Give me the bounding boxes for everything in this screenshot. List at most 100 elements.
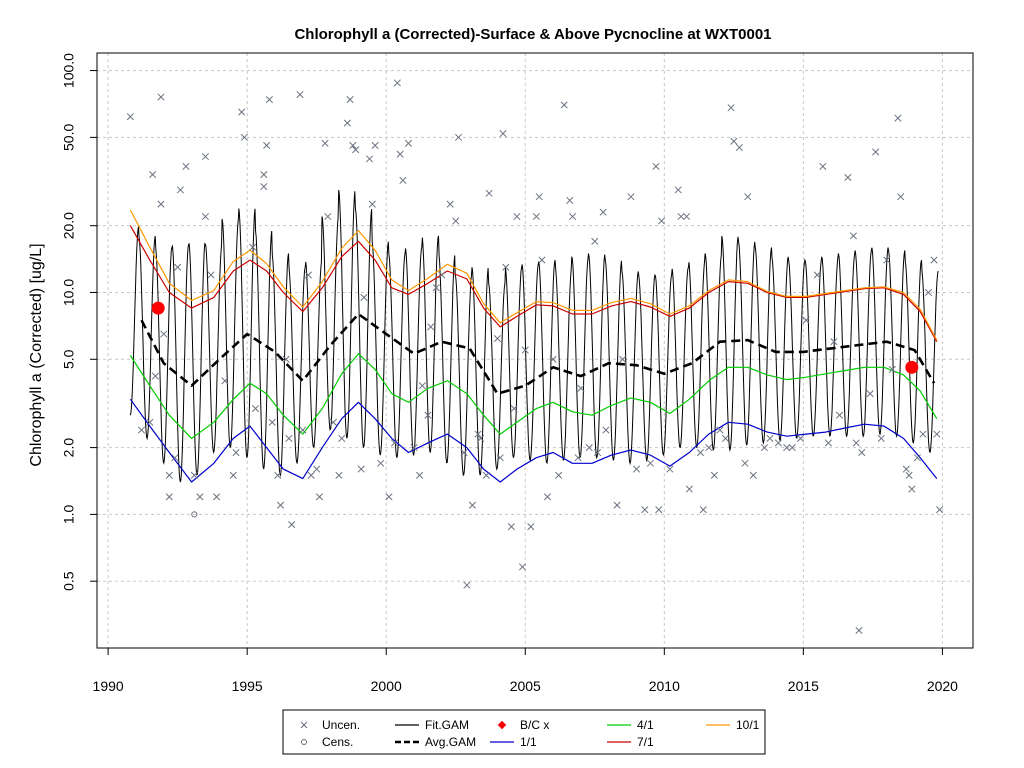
uncen-point-stroke bbox=[527, 523, 535, 531]
uncen-point bbox=[182, 162, 190, 170]
uncen-point bbox=[655, 506, 663, 514]
uncen-point-stroke bbox=[396, 150, 404, 158]
uncen-point-stroke bbox=[391, 439, 399, 447]
uncen-point bbox=[315, 493, 324, 501]
uncen-point bbox=[482, 471, 490, 479]
uncen-point bbox=[641, 506, 649, 514]
uncen-point-stroke bbox=[783, 444, 791, 452]
uncen-point-stroke bbox=[894, 114, 902, 122]
uncen-point-stroke bbox=[240, 133, 248, 141]
uncen-point-stroke bbox=[207, 271, 215, 279]
uncen-point-stroke bbox=[126, 113, 134, 121]
uncen-point bbox=[913, 454, 921, 462]
uncen-point bbox=[902, 465, 910, 473]
uncen-point bbox=[802, 316, 810, 324]
uncen-point bbox=[727, 104, 735, 112]
uncen-point-stroke bbox=[335, 471, 343, 479]
uncen-point-stroke bbox=[174, 263, 182, 271]
uncen-point bbox=[160, 330, 168, 338]
uncen-point bbox=[424, 411, 432, 419]
uncen-point bbox=[365, 155, 374, 163]
uncen-point-stroke bbox=[338, 434, 346, 442]
uncen-point-stroke bbox=[902, 465, 910, 473]
y-tick-label: 0.5 bbox=[61, 571, 77, 591]
uncen-point-stroke bbox=[716, 426, 724, 434]
uncen-point-stroke bbox=[730, 137, 738, 145]
uncen-point bbox=[493, 335, 502, 343]
uncen-point-stroke bbox=[744, 193, 752, 201]
uncen-point bbox=[338, 434, 346, 442]
uncen-point bbox=[285, 434, 293, 442]
uncen-point-stroke bbox=[454, 133, 463, 141]
uncen-point-stroke bbox=[315, 493, 324, 501]
uncen-point bbox=[585, 444, 593, 452]
uncen-point-stroke bbox=[507, 523, 515, 531]
uncen-point-stroke bbox=[377, 459, 385, 467]
uncen-point-stroke bbox=[933, 430, 941, 438]
uncen-point bbox=[304, 271, 312, 279]
y-axis: 0.5 1.0 2.0 5.0 10.0 20.0 50.0 100.0 bbox=[61, 53, 97, 591]
uncen-point-stroke bbox=[165, 493, 173, 501]
fit-gam-line bbox=[129, 189, 939, 483]
uncen-point-stroke bbox=[151, 372, 159, 380]
uncen-point bbox=[677, 212, 685, 221]
uncen-point bbox=[666, 465, 674, 473]
uncen-point-stroke bbox=[788, 444, 796, 452]
uncen-point-stroke bbox=[721, 434, 730, 442]
uncen-point bbox=[594, 448, 602, 457]
uncen-point-stroke bbox=[655, 506, 663, 514]
uncen-point-stroke bbox=[727, 104, 735, 112]
uncen-point-stroke bbox=[385, 493, 393, 501]
uncen-point bbox=[710, 471, 718, 479]
uncen-point-stroke bbox=[393, 79, 401, 87]
uncen-point bbox=[835, 411, 844, 419]
uncen-point-stroke bbox=[368, 200, 376, 208]
uncen-point bbox=[207, 271, 215, 279]
uncen-point-stroke bbox=[913, 454, 921, 462]
uncen-point bbox=[346, 96, 354, 104]
uncen-point-stroke bbox=[349, 141, 357, 149]
uncen-point-stroke bbox=[460, 448, 468, 457]
uncen-point-stroke bbox=[196, 493, 204, 501]
legend-label: 4/1 bbox=[637, 718, 654, 732]
uncen-point bbox=[908, 485, 916, 493]
uncen-point bbox=[377, 459, 385, 467]
uncen-point bbox=[260, 183, 268, 191]
uncen-point bbox=[454, 133, 463, 141]
uncen-point-stroke bbox=[774, 439, 782, 447]
uncen-point-stroke bbox=[176, 186, 184, 194]
legend-label: 7/1 bbox=[637, 735, 654, 749]
uncen-point-stroke bbox=[518, 563, 527, 571]
uncen-point-stroke bbox=[824, 439, 832, 447]
uncen-point-stroke bbox=[263, 141, 271, 149]
uncen-point-stroke bbox=[872, 148, 880, 156]
uncen-point-stroke bbox=[296, 90, 304, 99]
uncen-point-stroke bbox=[232, 448, 240, 457]
series-d10-1 bbox=[129, 209, 938, 341]
uncen-point-stroke bbox=[883, 256, 891, 264]
uncen-point bbox=[716, 426, 724, 434]
legend-label: 1/1 bbox=[520, 735, 537, 749]
uncen-point bbox=[549, 355, 557, 363]
uncen-point bbox=[496, 454, 504, 462]
uncen-point-stroke bbox=[577, 384, 585, 392]
legend-label: Avg.GAM bbox=[425, 735, 476, 749]
uncen-point bbox=[888, 365, 896, 373]
uncen-point-stroke bbox=[908, 485, 916, 493]
legend-entry-d1-1: 1/1 bbox=[490, 735, 537, 749]
uncen-point bbox=[221, 377, 229, 385]
uncen-point-stroke bbox=[182, 162, 190, 170]
uncen-point-stroke bbox=[666, 465, 674, 473]
uncen-point bbox=[265, 96, 273, 104]
uncen-point bbox=[936, 506, 944, 514]
x-tick-label: 2000 bbox=[371, 678, 402, 694]
uncen-point bbox=[268, 418, 276, 426]
x-tick-label: 2010 bbox=[649, 678, 680, 694]
uncen-point-stroke bbox=[137, 426, 146, 434]
uncen-point-stroke bbox=[329, 418, 337, 426]
uncen-point-stroke bbox=[251, 404, 260, 413]
uncen-point-stroke bbox=[404, 139, 413, 147]
uncen-point-stroke bbox=[288, 520, 296, 529]
uncen-point-stroke bbox=[365, 155, 374, 163]
